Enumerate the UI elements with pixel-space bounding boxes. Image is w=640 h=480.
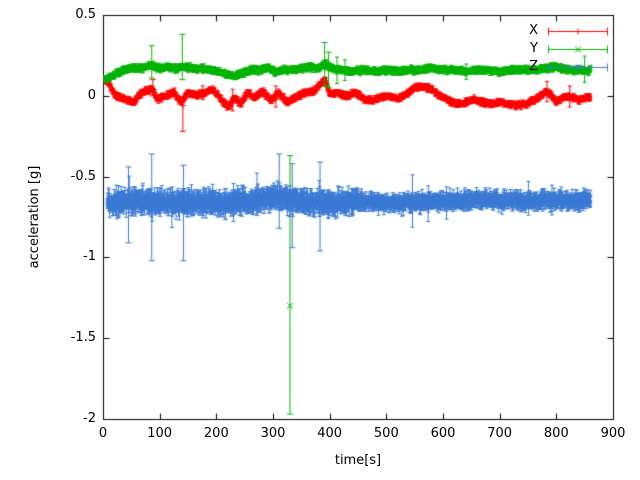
x-axis-title: time[s]	[334, 453, 382, 468]
x-tick-label: 800	[543, 426, 569, 441]
y-axis-title: acceleration [g]	[27, 165, 42, 269]
x-tick-label: 400	[317, 426, 343, 441]
y-tick-label: -0.5	[70, 168, 96, 184]
y-tick-label: 0.5	[75, 7, 96, 22]
x-tick-label: 200	[203, 426, 229, 441]
legend-label-z: Z	[529, 59, 538, 74]
x-tick-label: 700	[487, 426, 513, 441]
x-tick-label: 300	[260, 426, 286, 441]
legend-label-x: X	[529, 23, 538, 38]
y-tick-label: -1.5	[70, 330, 96, 346]
x-tick-label: 0	[98, 426, 108, 441]
y-tick-label: -2	[83, 411, 96, 426]
y-tick-label: -1	[83, 249, 96, 265]
x-tick-label: 500	[373, 426, 399, 441]
legend-label-y: Y	[530, 41, 538, 56]
x-tick-label: 600	[430, 426, 456, 441]
y-tick-label: 0	[87, 87, 96, 103]
x-tick-label: 100	[147, 426, 173, 441]
x-tick-label: 900	[600, 426, 626, 441]
